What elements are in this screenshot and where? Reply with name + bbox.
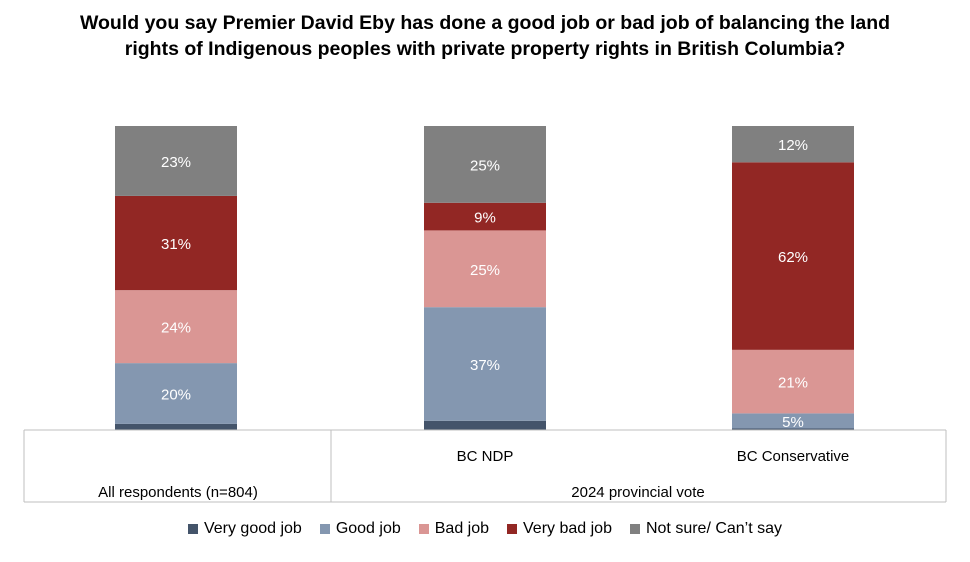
bar-segment-very-bad-job-3 (732, 162, 854, 350)
bar-segment-not-sure-can-t-say-3 (732, 126, 854, 163)
data-label-very-bad-job-3: 62% (778, 249, 808, 266)
bar-segment-bad-job-3 (732, 349, 854, 414)
group-label-all-respondents-n-804: All respondents (n=804) (98, 484, 258, 501)
data-label-bad-job-2: 25% (470, 262, 500, 279)
legend-swatch (418, 524, 429, 534)
bar-segment-not-sure-can-t-say-1 (115, 126, 237, 196)
data-label-very-bad-job-1: 31% (161, 236, 191, 253)
data-label-not-sure-can-t-say-2: 25% (470, 157, 500, 174)
data-label-bad-job-3: 21% (778, 375, 808, 392)
legend-swatch (629, 524, 640, 534)
legend-label: Good job (335, 520, 401, 537)
data-label-good-job-1: 20% (161, 387, 191, 404)
bar-segment-good-job-3 (732, 413, 854, 429)
legend-swatch (507, 524, 518, 534)
category-label-bc-conservative: BC Conservative (737, 448, 850, 465)
bar-segment-very-bad-job-2 (424, 202, 546, 231)
data-label-good-job-3: 5% (782, 414, 804, 431)
group-label-2024-provincial-vote: 2024 provincial vote (571, 484, 704, 501)
legend-item-very-good-job: Very good job (187, 520, 302, 538)
category-label-bc-ndp: BC NDP (457, 448, 514, 465)
legend-item-not-sure-can-t-say: Not sure/ Can’t say (629, 520, 783, 538)
data-label-bad-job-1: 24% (161, 320, 191, 337)
bar-segment-bad-job-2 (424, 230, 546, 308)
legend-swatch (187, 524, 198, 534)
data-label-very-bad-job-2: 9% (474, 210, 496, 227)
bar-segment-very-bad-job-1 (115, 195, 237, 291)
legend-label: Very good job (203, 520, 302, 537)
legend-label: Bad job (434, 520, 490, 537)
bar-segment-bad-job-1 (115, 290, 237, 364)
bar-segment-good-job-2 (424, 307, 546, 421)
legend-item-bad-job: Bad job (418, 520, 490, 538)
legend-swatch (319, 524, 330, 534)
bar-segment-very-good-job-1 (115, 423, 237, 430)
bar-segment-very-good-job-3 (732, 428, 854, 430)
bar-segment-good-job-1 (115, 363, 237, 424)
legend-label: Not sure/ Can’t say (645, 520, 783, 537)
data-label-not-sure-can-t-say-1: 23% (161, 154, 191, 171)
chart-legend: Very good job Good job Bad job Very bad job… (0, 520, 970, 538)
chart-title: Would you say Premier David Eby has done… (79, 12, 891, 60)
data-label-good-job-2: 37% (470, 357, 500, 374)
legend-label: Very bad job (523, 520, 612, 537)
legend-item-good-job: Good job (319, 520, 401, 538)
bar-segment-very-good-job-2 (424, 420, 546, 430)
bar-segment-not-sure-can-t-say-2 (424, 126, 546, 203)
data-label-not-sure-can-t-say-3: 12% (778, 137, 808, 154)
legend-item-very-bad-job: Very bad job (507, 520, 612, 538)
